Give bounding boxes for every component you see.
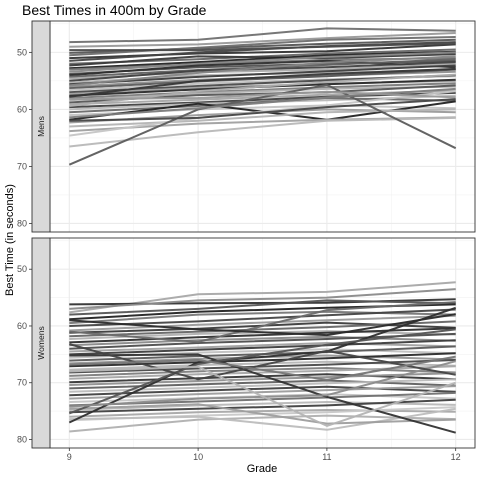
x-axis-title: Grade xyxy=(247,463,278,475)
series-line-38 xyxy=(68,83,457,166)
series-line-45 xyxy=(69,90,456,101)
series-line-34 xyxy=(69,398,456,414)
series-line-8 xyxy=(69,314,456,332)
y-tick-label: 60 xyxy=(17,104,27,114)
series-line-13 xyxy=(69,335,456,347)
series-line-40 xyxy=(69,353,456,434)
series-line-15 xyxy=(69,342,456,353)
series-line-10 xyxy=(69,51,456,73)
facet-strip xyxy=(31,20,51,233)
series-line-44 xyxy=(69,87,456,119)
series-line-30 xyxy=(69,385,456,400)
series-line-26 xyxy=(69,372,456,386)
series-line-28 xyxy=(69,378,456,393)
series-line-40 xyxy=(69,42,456,52)
series-line-34 xyxy=(69,108,456,128)
series-line-16 xyxy=(69,339,456,356)
y-tick-label: 70 xyxy=(17,378,27,388)
x-tick-label: 10 xyxy=(193,452,203,462)
series-line-27 xyxy=(69,379,456,390)
series-line-37 xyxy=(69,116,456,148)
facet-strip-label: Mens xyxy=(36,116,46,137)
series-line-42 xyxy=(68,328,456,415)
series-line-3 xyxy=(69,288,456,310)
series-line-42 xyxy=(69,67,456,98)
series-line-41 xyxy=(69,55,456,87)
series-line-7 xyxy=(69,53,456,67)
y-tick-label: 80 xyxy=(17,434,27,444)
series-line-38 xyxy=(69,407,456,431)
chart-title: Best Times in 400m by Grade xyxy=(22,2,207,18)
x-tick-label: 11 xyxy=(322,452,331,462)
y-tick-label: 50 xyxy=(17,47,27,57)
y-tick-label: 50 xyxy=(17,264,27,274)
facet-panels: Mens 50 60 70 80 Womens 50 60 70 80 9 10 11 12 xyxy=(17,20,476,462)
series-line-19 xyxy=(69,68,456,90)
y-tick-label: 70 xyxy=(17,161,27,171)
series-line-1 xyxy=(69,27,456,44)
series-line-48 xyxy=(69,313,456,337)
series-line-15 xyxy=(69,61,456,82)
series-line-20 xyxy=(69,352,456,368)
series-line-39 xyxy=(69,403,456,425)
series-line-8 xyxy=(69,50,456,70)
series-line-4 xyxy=(69,299,456,316)
series-line-41 xyxy=(68,306,457,424)
series-line-24 xyxy=(69,82,456,99)
series-line-46 xyxy=(69,98,456,122)
series-line-45 xyxy=(69,355,456,381)
x-tick-label: 12 xyxy=(451,452,461,462)
facet-panel-womens: Womens 50 60 70 80 xyxy=(17,237,476,449)
facet-strip xyxy=(31,237,51,449)
series-line-17 xyxy=(69,64,456,86)
series-line-39 xyxy=(69,36,456,57)
series-line-37 xyxy=(69,414,456,433)
x-tick-label: 9 xyxy=(67,452,72,462)
series-line-25 xyxy=(69,85,456,102)
series-line-35 xyxy=(69,409,456,418)
facet-panel-mens: Mens 50 60 70 80 xyxy=(17,20,476,233)
series-line-47 xyxy=(69,301,456,343)
series-line-2 xyxy=(69,32,456,48)
series-line-7 xyxy=(69,308,456,327)
y-tick-label: 60 xyxy=(17,321,27,331)
y-tick-label: 80 xyxy=(17,218,27,228)
facet-strip-label: Womens xyxy=(36,326,46,359)
y-axis-title: Best Time (in seconds) xyxy=(4,184,16,296)
series-line-46 xyxy=(69,365,457,427)
